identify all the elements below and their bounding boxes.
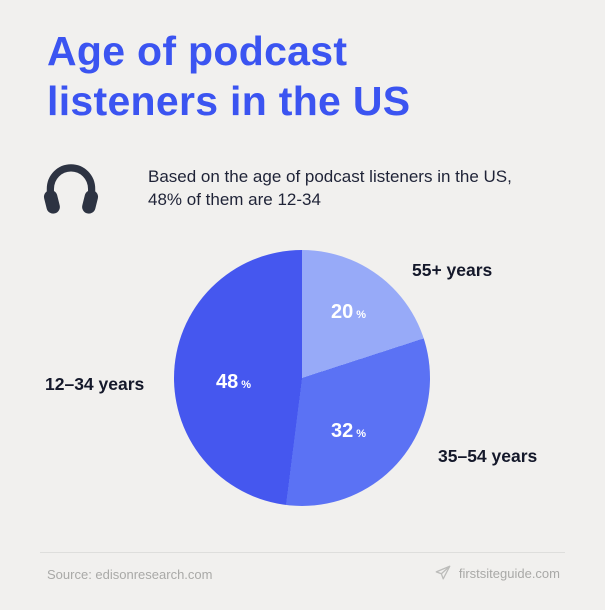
page-title: Age of podcast listeners in the US	[47, 26, 410, 126]
footer-divider	[40, 552, 565, 553]
page-title-line1: Age of podcast	[47, 28, 348, 74]
chart-subtitle: Based on the age of podcast listeners in…	[148, 165, 568, 212]
chart-subtitle-line1: Based on the age of podcast listeners in…	[148, 167, 512, 186]
pie-value-35-54-number: 32	[331, 420, 354, 442]
slice-label-12-34: 12–34 years	[45, 374, 145, 394]
footer-source: Source: edisonresearch.com	[47, 567, 213, 582]
pie-chart	[174, 250, 430, 506]
headphones-icon	[38, 156, 104, 222]
footer-brand-label: firstsiteguide.com	[458, 565, 560, 581]
pie-value-35-54: 32 %	[331, 420, 366, 443]
paper-plane-icon	[434, 564, 452, 582]
footer-brand: firstsiteguide.com	[434, 564, 560, 582]
pie-value-55plus: 20 %	[331, 301, 366, 324]
page-title-line2: listeners in the US	[47, 78, 411, 125]
slice-label-35-54: 35–54 years	[438, 446, 538, 466]
pie-value-35-54-unit: %	[356, 428, 367, 440]
pie-value-55plus-unit: %	[356, 309, 367, 321]
pie-value-12-34-number: 48	[216, 371, 239, 393]
pie-value-12-34-unit: %	[241, 379, 252, 391]
pie-value-12-34: 48 %	[216, 371, 251, 394]
chart-subtitle-line2: 48% of them are 12-34	[148, 190, 321, 210]
pie-value-55plus-number: 20	[331, 301, 354, 323]
slice-label-55plus: 55+ years	[412, 260, 493, 280]
